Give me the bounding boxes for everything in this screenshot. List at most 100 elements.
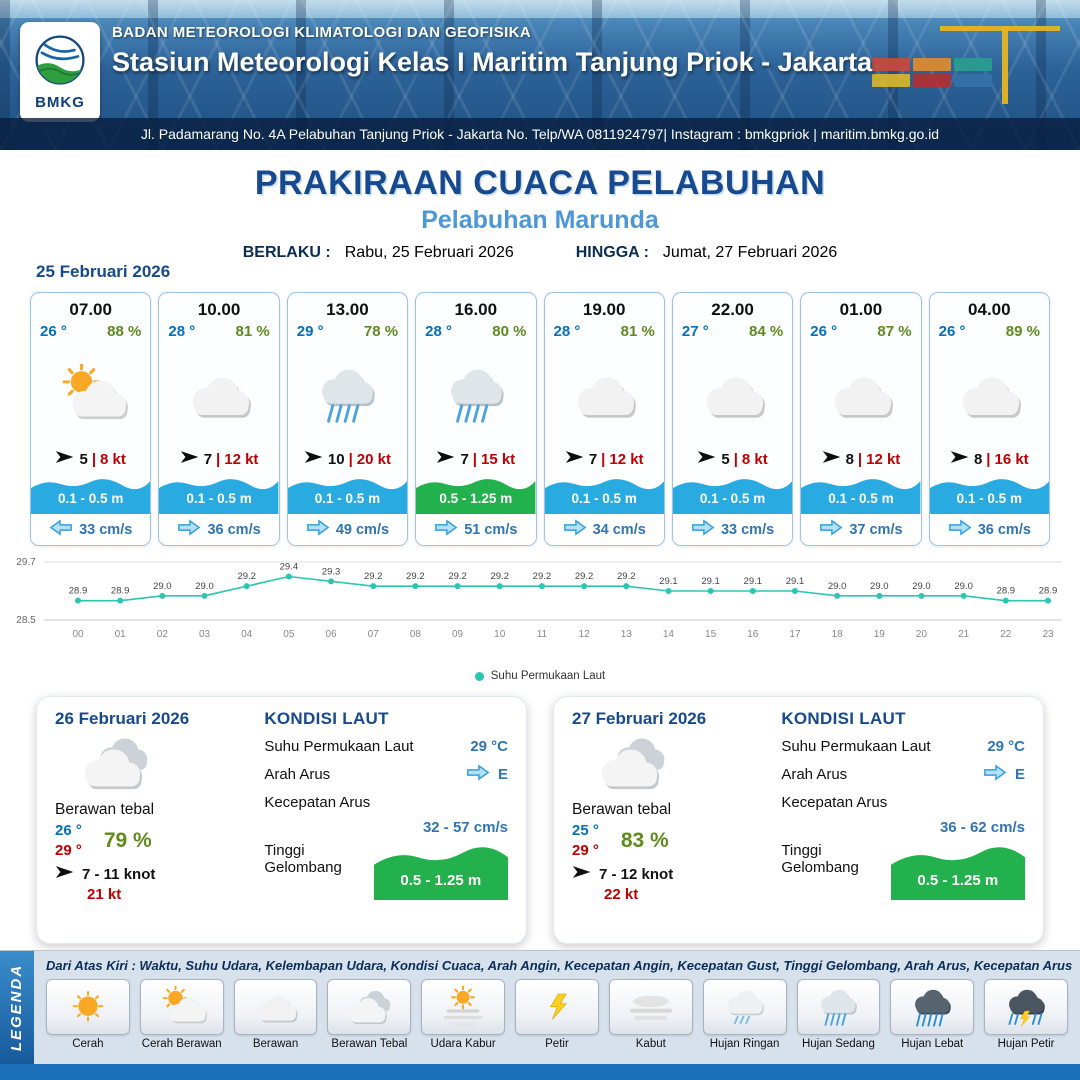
card-humidity: 80 % [492,323,527,340]
berawan-icon [930,340,1049,450]
hourly-card-16.00: 16.00 28 ° 80 % 7 | 15 kt 0.5 - 1.25 m 5… [415,292,537,546]
svg-text:05: 05 [283,629,295,640]
current-speed-label: Kecepatan Arus [264,794,371,811]
chart-legend-label: Suhu Permukaan Laut [490,670,606,682]
wind-row: 5 | 8 kt [673,450,792,474]
wind-row: 8 | 12 kt [801,450,920,474]
svg-text:28.9: 28.9 [1039,586,1058,597]
wind-row: 7 | 15 kt [416,450,535,474]
crane-decor [940,26,1060,31]
current-arrow-icon [177,519,201,540]
berawan-icon [233,979,318,1035]
outlook-cards: 26 Februari 2026 Berawan tebal 26 ° 29 °… [0,686,1080,950]
current-row: 37 cm/s [801,514,921,545]
wind-row: 7 | 12 kt [545,450,664,474]
wave-height-band: 0.1 - 0.5 m [672,474,793,514]
svg-text:29.2: 29.2 [237,571,256,582]
petir-icon [515,979,599,1035]
svg-text:21: 21 [958,629,970,640]
hujan-petir-icon [984,979,1068,1035]
outlook-date: 26 Februari 2026 [55,709,190,728]
current-row: 36 cm/s [159,514,279,545]
svg-text:15: 15 [705,629,717,640]
svg-text:28.9: 28.9 [997,586,1016,597]
wave-height: 0.1 - 0.5 m [699,491,766,506]
berlaku-label: BERLAKU : [242,244,331,261]
current-direction-value: E [466,764,508,785]
current-arrow-icon [948,519,972,540]
wave-height: 0.1 - 0.5 m [58,491,124,506]
svg-text:29.1: 29.1 [744,576,763,587]
berawan-tebal-icon [586,731,771,800]
card-humidity: 78 % [363,323,399,340]
validity-row: BERLAKU : Rabu, 25 Februari 2026 HINGGA … [0,244,1080,262]
card-time: 04.00 [968,300,1011,319]
current-speed-value: 36 - 62 cm/s [939,819,1025,836]
wind-arrow-icon [572,865,592,883]
current-row: 33 cm/s [31,514,151,545]
wave-height-band: 0.1 - 0.5 m [31,474,151,514]
wave-height-band: 0.1 - 0.5 m [544,474,664,514]
card-time: 22.00 [711,300,754,319]
wind-arrow-icon [180,450,200,468]
wave-height-value: 0.5 - 1.25 m [400,872,482,889]
legend-sidebar: LEGENDA [0,951,34,1064]
wave-height: 0.1 - 0.5 m [186,491,252,506]
wind-range: 7 - 11 knot [82,865,156,883]
org-name: BADAN METEOROLOGI KLIMATOLOGI DAN GEOFIS… [112,24,532,41]
legend-section: LEGENDA Dari Atas Kiri : Waktu, Suhu Uda… [0,950,1080,1064]
sea-conditions-title: KONDISI LAUT [264,709,389,728]
card-temperature: 29 ° [296,323,324,340]
wave-height-value: 0.5 - 1.25 m [917,872,999,889]
svg-text:29.2: 29.2 [364,571,383,582]
wave-height-box: 0.5 - 1.25 m [373,842,508,900]
legend-item-label: Hujan Ringan [709,1038,780,1050]
legend-item-label: Cerah [72,1038,104,1050]
sst-value: 29 °C [987,738,1025,755]
wind-gust: 8 kt [741,450,768,468]
legend-dot-icon [474,671,484,681]
svg-text:18: 18 [832,629,844,640]
wind-gust: 16 kt [994,450,1029,468]
legend-items: Cerah Cerah Berawan Berawan Berawan Teba… [46,979,1068,1050]
current-speed: 49 cm/s [335,521,390,538]
wind-row: 7 - 12 knot [572,865,771,883]
hujan-sedang-icon [416,340,535,450]
sst-label: Suhu Permukaan Laut [781,738,931,755]
wind-gust: 12 kt [609,450,644,468]
svg-text:01: 01 [115,629,127,640]
berawan-tebal-icon [327,979,412,1035]
wind-arrow-icon [565,450,585,468]
card-time: 10.00 [197,300,241,319]
hourly-card-04.00: 04.00 26 ° 89 % 8 | 16 kt 0.1 - 0.5 m 36… [928,292,1050,546]
wind-arrow-icon [304,450,324,468]
wave-height: 0.1 - 0.5 m [956,491,1022,506]
legend-item-label: Berawan Tebal [331,1038,408,1050]
footer-bar [0,1064,1080,1080]
legend-item-cerah: Cerah [46,979,130,1050]
temp-min: 26 ° [55,822,82,839]
legend-item-hujan-petir: Hujan Petir [984,979,1068,1050]
current-arrow-icon [819,519,843,540]
legend-item-label: Udara Kabur [430,1038,496,1050]
svg-text:29.2: 29.2 [617,571,636,582]
wave-height: 0.1 - 0.5 m [828,491,894,506]
legend-item-udara-kabur: Udara Kabur [421,979,506,1050]
wind-row: 7 - 11 knot [55,865,254,883]
wind-gust: 8 kt [100,450,126,468]
card-temperature: 26 ° [40,323,67,340]
legend-item-label: Berawan [252,1038,299,1050]
berawan-icon [545,340,664,450]
legend-item-kabut: Kabut [608,979,693,1050]
current-speed: 33 cm/s [720,521,775,538]
current-direction-label: Arah Arus [781,766,848,783]
card-time: 01.00 [839,300,883,319]
current-speed: 37 cm/s [849,521,903,538]
card-humidity: 87 % [877,323,912,340]
legend-description: Dari Atas Kiri : Waktu, Suhu Udara, Kele… [46,958,1073,973]
card-temperature: 27 ° [681,323,709,340]
svg-text:29.3: 29.3 [322,566,341,577]
wave-height: 0.1 - 0.5 m [314,491,381,506]
card-temperature: 28 ° [425,323,452,340]
sst-chart: 29.7 28.5 28.9 00 28.9 01 29.0 02 29.0 03 29.2 04 29… [0,546,1080,666]
